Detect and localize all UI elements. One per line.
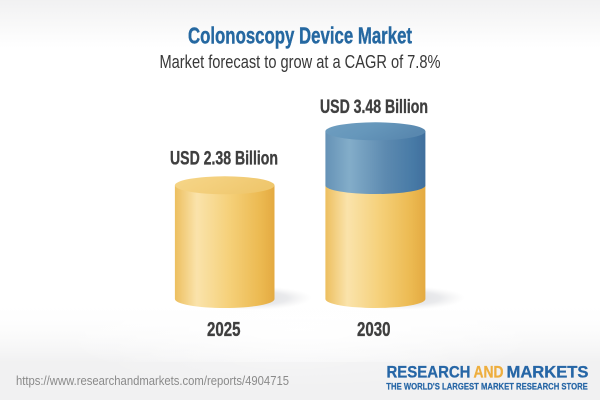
svg-text:MARKETS: MARKETS xyxy=(507,362,589,381)
svg-text:AND: AND xyxy=(474,362,504,381)
svg-text:USD 3.48 Billion: USD 3.48 Billion xyxy=(320,97,428,118)
svg-text:RESEARCH: RESEARCH xyxy=(387,362,471,381)
svg-text:https://www.researchandmarkets: https://www.researchandmarkets.com/repor… xyxy=(16,374,289,388)
svg-text:USD 2.38 Billion: USD 2.38 Billion xyxy=(170,149,278,170)
svg-text:2025: 2025 xyxy=(207,318,241,341)
svg-text:THE WORLD'S LARGEST MARKET RES: THE WORLD'S LARGEST MARKET RESEARCH STOR… xyxy=(386,381,588,391)
svg-text:Colonoscopy Device Market: Colonoscopy Device Market xyxy=(188,23,412,49)
svg-text:Market forecast to grow at a C: Market forecast to grow at a CAGR of 7.8… xyxy=(160,51,441,72)
svg-text:2030: 2030 xyxy=(357,318,391,341)
